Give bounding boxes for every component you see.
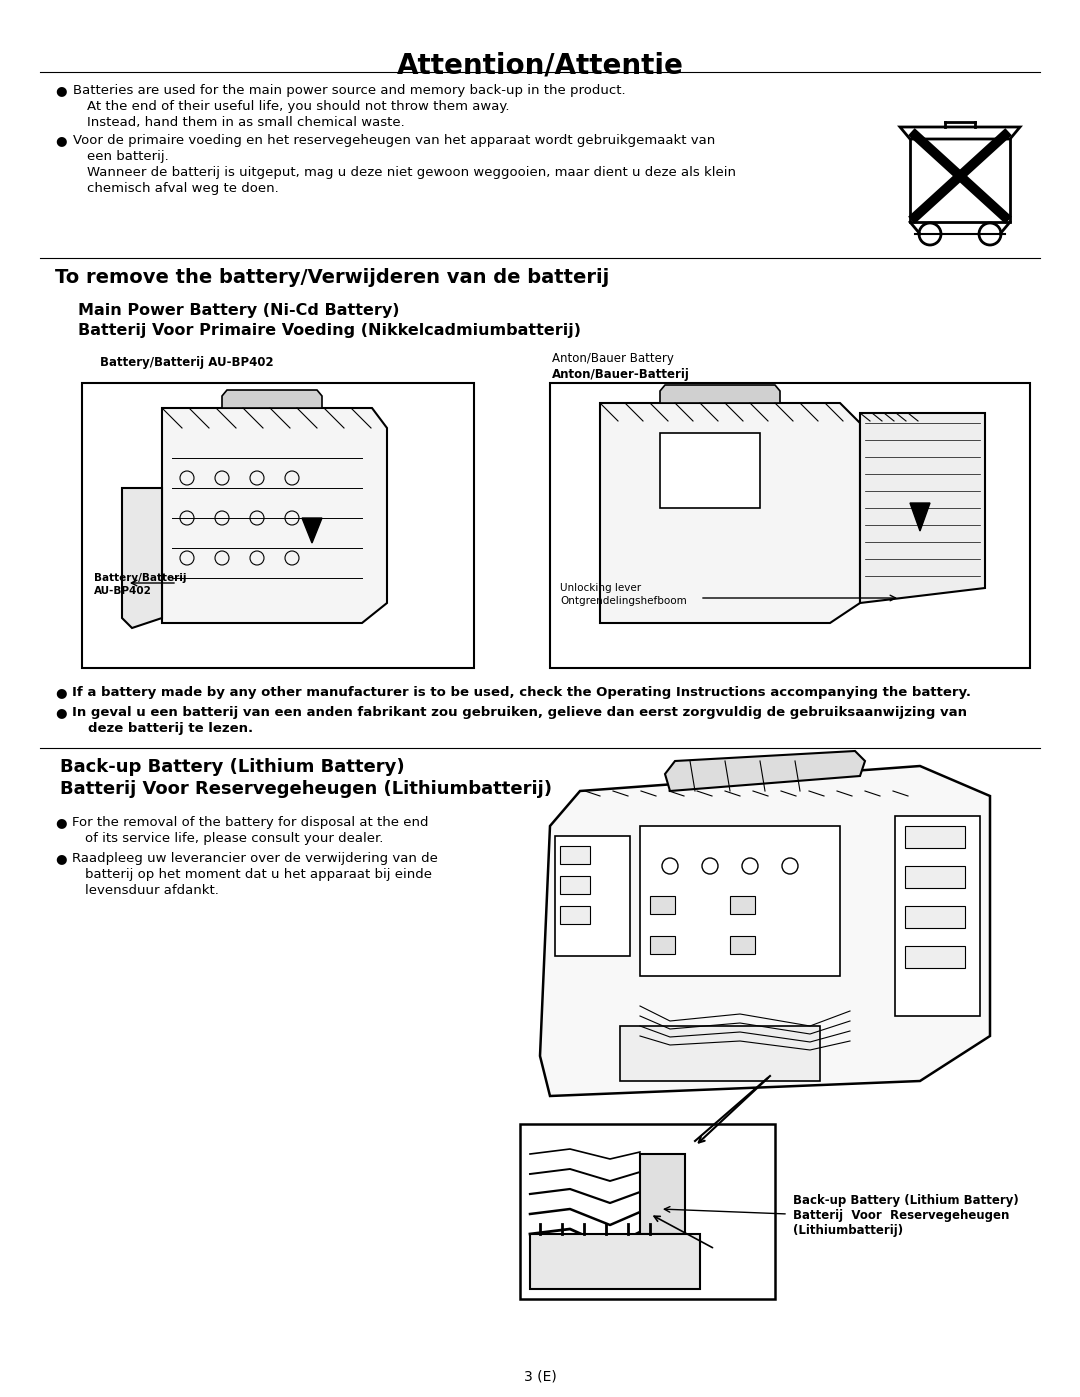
Text: batterij op het moment dat u het apparaat bij einde: batterij op het moment dat u het apparaa… xyxy=(85,868,432,882)
Text: Back-up Battery (Lithium Battery): Back-up Battery (Lithium Battery) xyxy=(793,1194,1018,1207)
Bar xyxy=(910,127,1010,222)
Bar xyxy=(561,907,590,923)
Bar xyxy=(561,876,590,894)
Text: of its service life, please consult your dealer.: of its service life, please consult your… xyxy=(85,833,383,845)
Text: If a battery made by any other manufacturer is to be used, check the Operating I: If a battery made by any other manufactu… xyxy=(72,686,971,698)
Text: In geval u een batterij van een anden fabrikant zou gebruiken, gelieve dan eerst: In geval u een batterij van een anden fa… xyxy=(72,705,967,719)
Text: ●: ● xyxy=(55,134,67,147)
Bar xyxy=(650,936,675,954)
Text: To remove the battery/Verwijderen van de batterij: To remove the battery/Verwijderen van de… xyxy=(55,268,609,286)
Bar xyxy=(730,895,755,914)
Text: ●: ● xyxy=(55,852,67,865)
Bar xyxy=(730,936,755,954)
Text: At the end of their useful life, you should not throw them away.: At the end of their useful life, you sho… xyxy=(87,101,510,113)
Text: (Lithiumbatterij): (Lithiumbatterij) xyxy=(793,1224,903,1236)
Bar xyxy=(905,946,966,968)
Polygon shape xyxy=(540,766,990,1097)
Bar xyxy=(519,1125,775,1299)
Text: Ontgrendelingshefboom: Ontgrendelingshefboom xyxy=(561,597,687,606)
Bar xyxy=(640,1154,685,1234)
Text: Main Power Battery (Ni-Cd Battery): Main Power Battery (Ni-Cd Battery) xyxy=(78,303,400,319)
Text: deze batterij te lezen.: deze batterij te lezen. xyxy=(87,722,253,735)
Text: ●: ● xyxy=(55,816,67,828)
Text: ●: ● xyxy=(55,686,67,698)
Text: Attention/Attentie: Attention/Attentie xyxy=(396,52,684,80)
Bar xyxy=(530,1234,700,1289)
Bar xyxy=(905,866,966,888)
Text: chemisch afval weg te doen.: chemisch afval weg te doen. xyxy=(87,182,279,196)
Bar xyxy=(650,895,675,914)
Polygon shape xyxy=(860,414,985,604)
Text: Instead, hand them in as small chemical waste.: Instead, hand them in as small chemical … xyxy=(87,116,405,129)
Polygon shape xyxy=(910,503,930,531)
Text: Wanneer de batterij is uitgeput, mag u deze niet gewoon weggooien, maar dient u : Wanneer de batterij is uitgeput, mag u d… xyxy=(87,166,735,179)
Bar xyxy=(620,1025,820,1081)
Text: Batterij  Voor  Reservegeheugen: Batterij Voor Reservegeheugen xyxy=(793,1208,1010,1222)
Text: Back-up Battery (Lithium Battery): Back-up Battery (Lithium Battery) xyxy=(60,759,405,775)
Text: AU-BP402: AU-BP402 xyxy=(94,585,152,597)
Text: Batteries are used for the main power source and memory back-up in the product.: Batteries are used for the main power so… xyxy=(73,84,625,96)
Bar xyxy=(660,433,760,509)
Text: ●: ● xyxy=(55,705,67,719)
Polygon shape xyxy=(302,518,322,543)
Text: Battery/Batterij AU-BP402: Battery/Batterij AU-BP402 xyxy=(100,356,273,369)
Text: Anton/Bauer-Batterij: Anton/Bauer-Batterij xyxy=(552,367,690,381)
Polygon shape xyxy=(665,752,865,791)
Bar xyxy=(82,383,474,668)
Polygon shape xyxy=(900,127,1020,138)
Bar xyxy=(905,826,966,848)
Text: For the removal of the battery for disposal at the end: For the removal of the battery for dispo… xyxy=(72,816,429,828)
Text: levensduur afdankt.: levensduur afdankt. xyxy=(85,884,219,897)
Text: 3 (E): 3 (E) xyxy=(524,1370,556,1384)
Text: ●: ● xyxy=(55,84,67,96)
Text: Voor de primaire voeding en het reservegeheugen van het apparaat wordt gebruikge: Voor de primaire voeding en het reserveg… xyxy=(73,134,715,147)
Text: Battery/Batterij: Battery/Batterij xyxy=(94,573,187,583)
Bar xyxy=(895,816,980,1016)
Bar xyxy=(640,826,840,977)
Polygon shape xyxy=(600,402,860,623)
Polygon shape xyxy=(660,386,780,402)
Text: Batterij Voor Primaire Voeding (Nikkelcadmiumbatterij): Batterij Voor Primaire Voeding (Nikkelca… xyxy=(78,323,581,338)
Bar xyxy=(561,847,590,863)
Polygon shape xyxy=(162,408,387,623)
Polygon shape xyxy=(122,488,162,629)
Text: Raadpleeg uw leverancier over de verwijdering van de: Raadpleeg uw leverancier over de verwijd… xyxy=(72,852,437,865)
Text: Unlocking lever: Unlocking lever xyxy=(561,583,642,592)
Text: Anton/Bauer Battery: Anton/Bauer Battery xyxy=(552,352,674,365)
Bar xyxy=(905,907,966,928)
Text: een batterij.: een batterij. xyxy=(87,149,168,163)
Bar xyxy=(550,383,1030,668)
Polygon shape xyxy=(222,390,322,408)
Bar xyxy=(555,835,630,956)
Text: Batterij Voor Reservegeheugen (Lithiumbatterij): Batterij Voor Reservegeheugen (Lithiumba… xyxy=(60,780,552,798)
